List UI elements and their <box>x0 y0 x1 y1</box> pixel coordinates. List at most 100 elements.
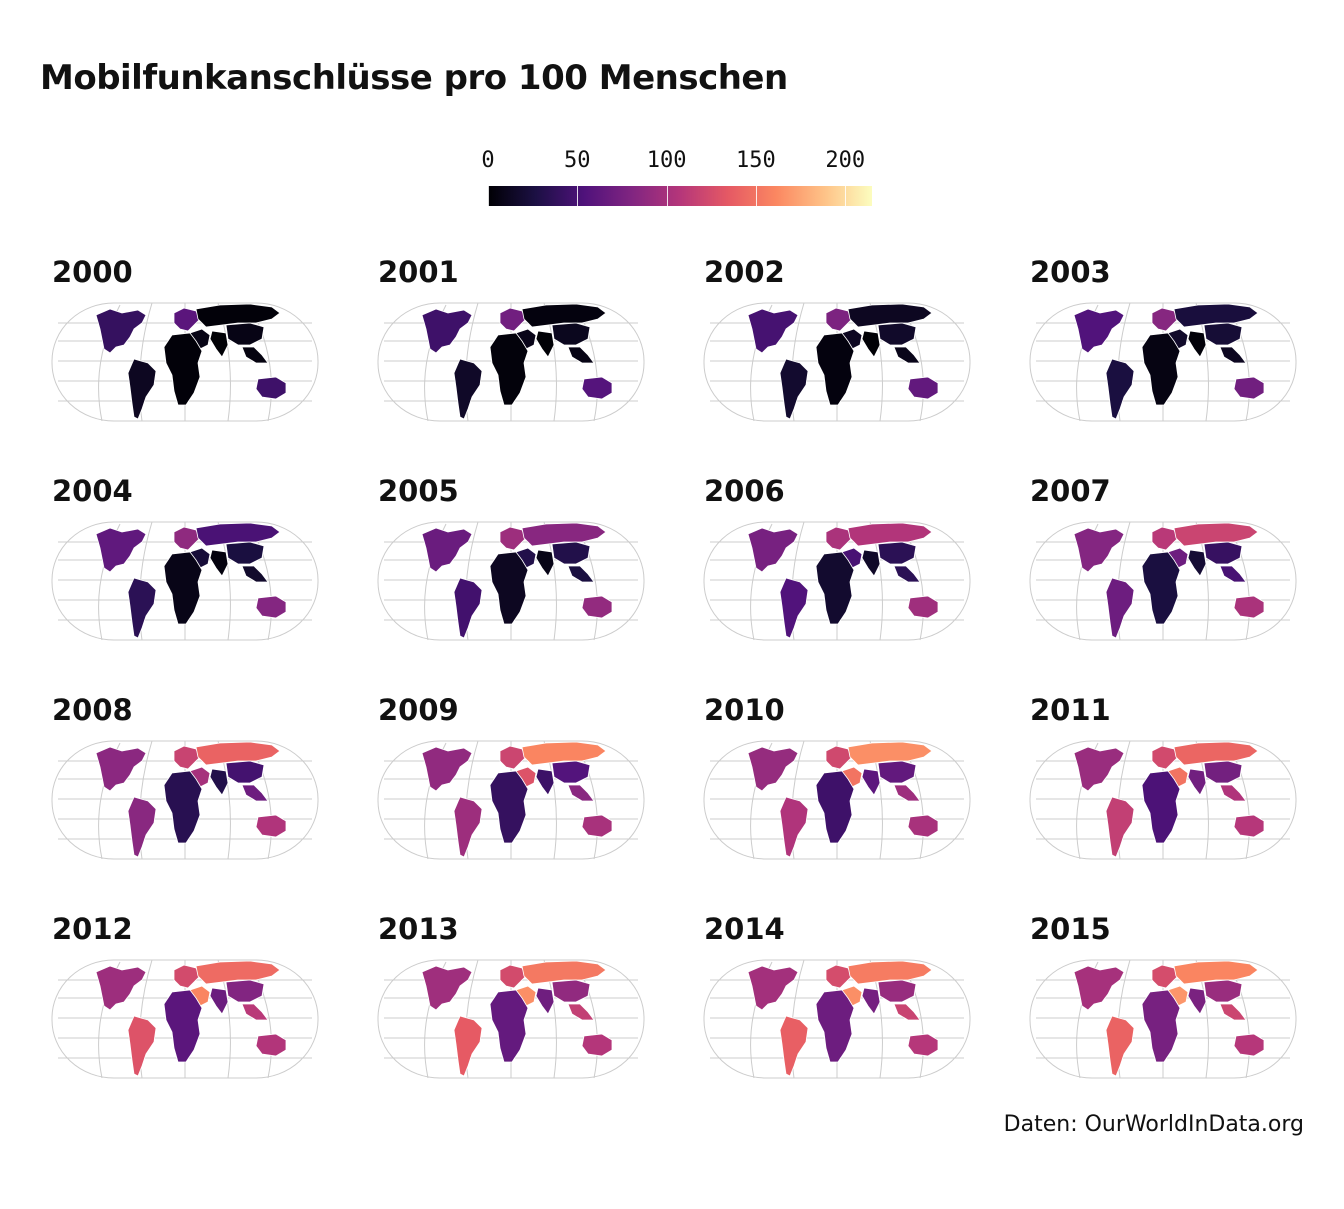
region-south-america <box>779 358 809 420</box>
region-south-america <box>453 1015 483 1077</box>
region-north-america <box>95 527 147 573</box>
source-caption: Daten: OurWorldInData.org <box>1003 1112 1304 1137</box>
region-australia <box>581 1033 613 1057</box>
region-russia <box>195 741 281 766</box>
region-north-america <box>747 746 799 792</box>
region-southeast-asia <box>567 784 595 802</box>
region-south-america <box>1105 796 1135 858</box>
region-africa <box>1141 989 1181 1063</box>
region-south-asia <box>535 987 555 1015</box>
region-southeast-asia <box>893 1003 921 1021</box>
region-australia <box>1233 595 1265 619</box>
region-south-asia <box>209 768 229 796</box>
region-southeast-asia <box>567 346 595 364</box>
region-south-america <box>127 358 157 420</box>
region-russia <box>195 303 281 328</box>
legend-tick-label: 50 <box>564 148 591 173</box>
region-russia <box>521 303 607 328</box>
panel-year-label: 2010 <box>704 693 785 727</box>
panel-year-label: 2000 <box>52 255 133 289</box>
region-russia <box>521 741 607 766</box>
region-south-america <box>1105 358 1135 420</box>
region-southeast-asia <box>567 565 595 583</box>
region-east-asia <box>877 760 917 784</box>
panel-year-label: 2008 <box>52 693 133 727</box>
region-east-asia <box>225 322 265 346</box>
region-europe <box>173 964 201 989</box>
region-africa <box>815 551 855 625</box>
region-australia <box>581 376 613 400</box>
region-europe <box>499 964 527 989</box>
world-map <box>377 959 645 1079</box>
legend-tick-mark <box>666 186 668 206</box>
region-north-america <box>1073 965 1125 1011</box>
region-southeast-asia <box>241 784 269 802</box>
region-europe <box>499 745 527 770</box>
region-north-america <box>1073 746 1125 792</box>
panel-year-label: 2006 <box>704 474 785 508</box>
world-map <box>1029 959 1297 1079</box>
region-africa <box>815 770 855 844</box>
map-panel-2010: 2010 <box>692 693 982 883</box>
legend-tick-mark <box>577 186 579 206</box>
region-south-asia <box>209 987 229 1015</box>
region-southeast-asia <box>567 1003 595 1021</box>
region-south-asia <box>535 768 555 796</box>
panel-year-label: 2013 <box>378 912 459 946</box>
region-africa <box>163 551 203 625</box>
region-africa <box>489 770 529 844</box>
region-africa <box>489 989 529 1063</box>
region-north-america <box>1073 527 1125 573</box>
region-africa <box>1141 551 1181 625</box>
region-southeast-asia <box>1219 1003 1247 1021</box>
region-russia <box>847 741 933 766</box>
region-south-asia <box>1187 549 1207 577</box>
map-panel-2005: 2005 <box>366 474 656 664</box>
map-panel-2013: 2013 <box>366 912 656 1102</box>
region-south-america <box>1105 1015 1135 1077</box>
region-south-asia <box>1187 987 1207 1015</box>
region-south-america <box>127 577 157 639</box>
region-australia <box>907 814 939 838</box>
map-panel-2006: 2006 <box>692 474 982 664</box>
region-africa <box>163 989 203 1063</box>
region-south-america <box>779 796 809 858</box>
region-southeast-asia <box>241 346 269 364</box>
panel-year-label: 2001 <box>378 255 459 289</box>
region-africa <box>489 332 529 406</box>
color-legend: 0 50 100 150 200 <box>480 148 880 218</box>
region-south-america <box>453 796 483 858</box>
region-africa <box>489 551 529 625</box>
world-map <box>51 959 319 1079</box>
panel-year-label: 2011 <box>1030 693 1111 727</box>
region-australia <box>1233 814 1265 838</box>
region-east-asia <box>877 979 917 1003</box>
region-australia <box>255 1033 287 1057</box>
region-east-asia <box>225 541 265 565</box>
region-east-asia <box>551 760 591 784</box>
region-europe <box>173 745 201 770</box>
world-map <box>703 740 971 860</box>
region-southeast-asia <box>1219 784 1247 802</box>
map-panel-2000: 2000 <box>40 255 330 445</box>
region-east-asia <box>877 322 917 346</box>
map-panel-2003: 2003 <box>1018 255 1308 445</box>
region-europe <box>1151 964 1179 989</box>
region-north-america <box>421 746 473 792</box>
region-east-asia <box>1203 760 1243 784</box>
world-map <box>51 302 319 422</box>
region-africa <box>1141 770 1181 844</box>
region-africa <box>1141 332 1181 406</box>
region-east-asia <box>225 760 265 784</box>
region-australia <box>581 595 613 619</box>
panel-year-label: 2009 <box>378 693 459 727</box>
region-south-asia <box>535 330 555 358</box>
region-south-america <box>779 1015 809 1077</box>
region-north-america <box>95 746 147 792</box>
region-australia <box>581 814 613 838</box>
region-south-asia <box>209 330 229 358</box>
world-map <box>51 521 319 641</box>
region-australia <box>255 595 287 619</box>
region-russia <box>1173 741 1259 766</box>
region-south-america <box>453 358 483 420</box>
